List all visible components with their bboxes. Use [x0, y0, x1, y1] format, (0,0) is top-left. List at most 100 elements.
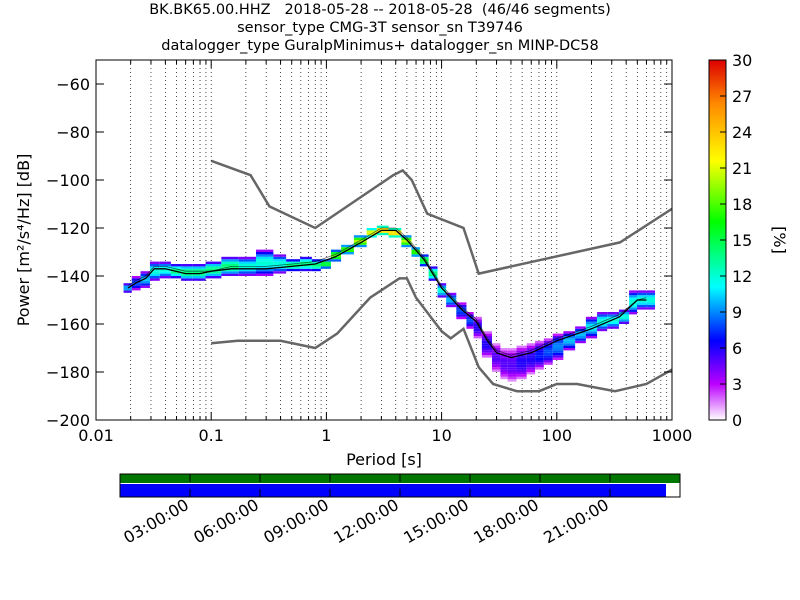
density-cell: [552, 338, 564, 341]
density-cell: [526, 355, 536, 358]
density-cell: [192, 273, 206, 276]
density-cell: [366, 228, 377, 231]
density-cell: [159, 271, 171, 274]
density-cell: [629, 292, 638, 296]
high-noise-model-line: [210, 159, 672, 276]
density-cell: [388, 230, 402, 233]
density-cell: [456, 304, 467, 308]
density-cell: [543, 362, 553, 365]
timeline-tick-label: 03:00:00: [120, 495, 192, 547]
density-cell: [192, 268, 206, 272]
density-cell: [181, 264, 193, 267]
density-cell: [170, 266, 182, 269]
density-cell: [526, 352, 536, 356]
density-cell: [123, 288, 132, 291]
psd-processed-bar: [120, 484, 666, 497]
density-cell: [256, 266, 274, 269]
density-cell: [618, 321, 630, 324]
density-cell: [205, 273, 222, 276]
density-cell: [500, 369, 508, 372]
density-cell: [481, 340, 493, 344]
density-cell: [535, 367, 544, 370]
density-cell: [507, 362, 517, 365]
density-cell: [535, 357, 544, 360]
density-cell: [320, 264, 331, 267]
density-cell: [507, 348, 517, 351]
density-cell: [401, 235, 412, 238]
colorbar-tick-label: 18: [732, 195, 752, 214]
colorbar-ticks: 0 3 6 9 12 15 18 21 24 27 30: [720, 51, 752, 430]
density-cell: [273, 254, 287, 257]
density-cell: [366, 230, 377, 233]
density-cell: [140, 280, 150, 284]
timeline-tick-label: 12:00:00: [330, 495, 402, 547]
density-cell: [552, 336, 564, 339]
density-cell: [481, 355, 493, 358]
density-cell: [205, 276, 222, 279]
density-cell: [543, 357, 553, 360]
density-cell: [607, 319, 619, 322]
density-cell: [629, 295, 638, 298]
density-cell: [221, 271, 239, 274]
density-cell: [388, 232, 402, 236]
density-cell: [401, 242, 412, 245]
density-cell: [353, 244, 367, 248]
density-cell: [311, 261, 321, 264]
density-cell: [181, 271, 193, 274]
density-cell: [637, 295, 647, 298]
density-heatmap: [123, 225, 656, 382]
density-cell: [221, 256, 239, 260]
density-cell: [466, 326, 474, 329]
density-cell: [446, 292, 457, 296]
density-cell: [481, 345, 493, 348]
density-cell: [492, 355, 501, 358]
timeline-tick-label: 09:00:00: [260, 495, 332, 547]
density-cell: [500, 360, 508, 363]
density-cell: [273, 268, 287, 272]
density-cell: [149, 276, 160, 279]
density-cell: [140, 278, 150, 281]
density-cell: [563, 345, 576, 348]
colorbar-tick-label: 6: [732, 339, 742, 358]
density-cell: [149, 261, 160, 264]
density-cell: [637, 307, 647, 310]
density-cell: [205, 268, 222, 272]
density-cell: [123, 283, 132, 286]
colorbar-tick-label: 15: [732, 231, 752, 250]
density-cell: [376, 230, 389, 233]
density-cell: [149, 264, 160, 267]
density-cell: [140, 285, 150, 288]
density-cell: [286, 259, 301, 262]
density-cell: [607, 321, 619, 324]
density-cell: [607, 324, 619, 327]
density-cell: [181, 273, 193, 276]
y-tick-label: −100: [46, 171, 90, 190]
density-cell: [428, 266, 438, 269]
density-cell: [131, 278, 141, 281]
density-cell: [535, 355, 544, 358]
density-cell: [238, 259, 257, 262]
density-cell: [159, 268, 171, 272]
density-cell: [552, 355, 564, 358]
density-cell: [140, 273, 150, 276]
density-cell: [300, 268, 312, 272]
density-cell: [131, 285, 141, 288]
x-tick-label: 0.01: [78, 426, 114, 445]
density-cell: [629, 290, 638, 293]
density-cell: [492, 362, 501, 365]
density-cell: [311, 259, 321, 262]
density-cell: [388, 235, 402, 238]
timeline: 03:00:0006:00:0009:00:0012:00:0015:00:00…: [119, 473, 681, 547]
density-cell: [238, 273, 257, 276]
density-cell: [552, 357, 564, 360]
density-cell: [507, 372, 517, 375]
density-cell: [473, 326, 482, 329]
density-cell: [181, 268, 193, 272]
density-cell: [273, 271, 287, 274]
density-cell: [629, 297, 638, 300]
density-cell: [353, 237, 367, 240]
density-cell: [526, 364, 536, 368]
density-cell: [311, 264, 321, 267]
density-cell: [585, 319, 598, 322]
density-cell: [300, 259, 312, 262]
